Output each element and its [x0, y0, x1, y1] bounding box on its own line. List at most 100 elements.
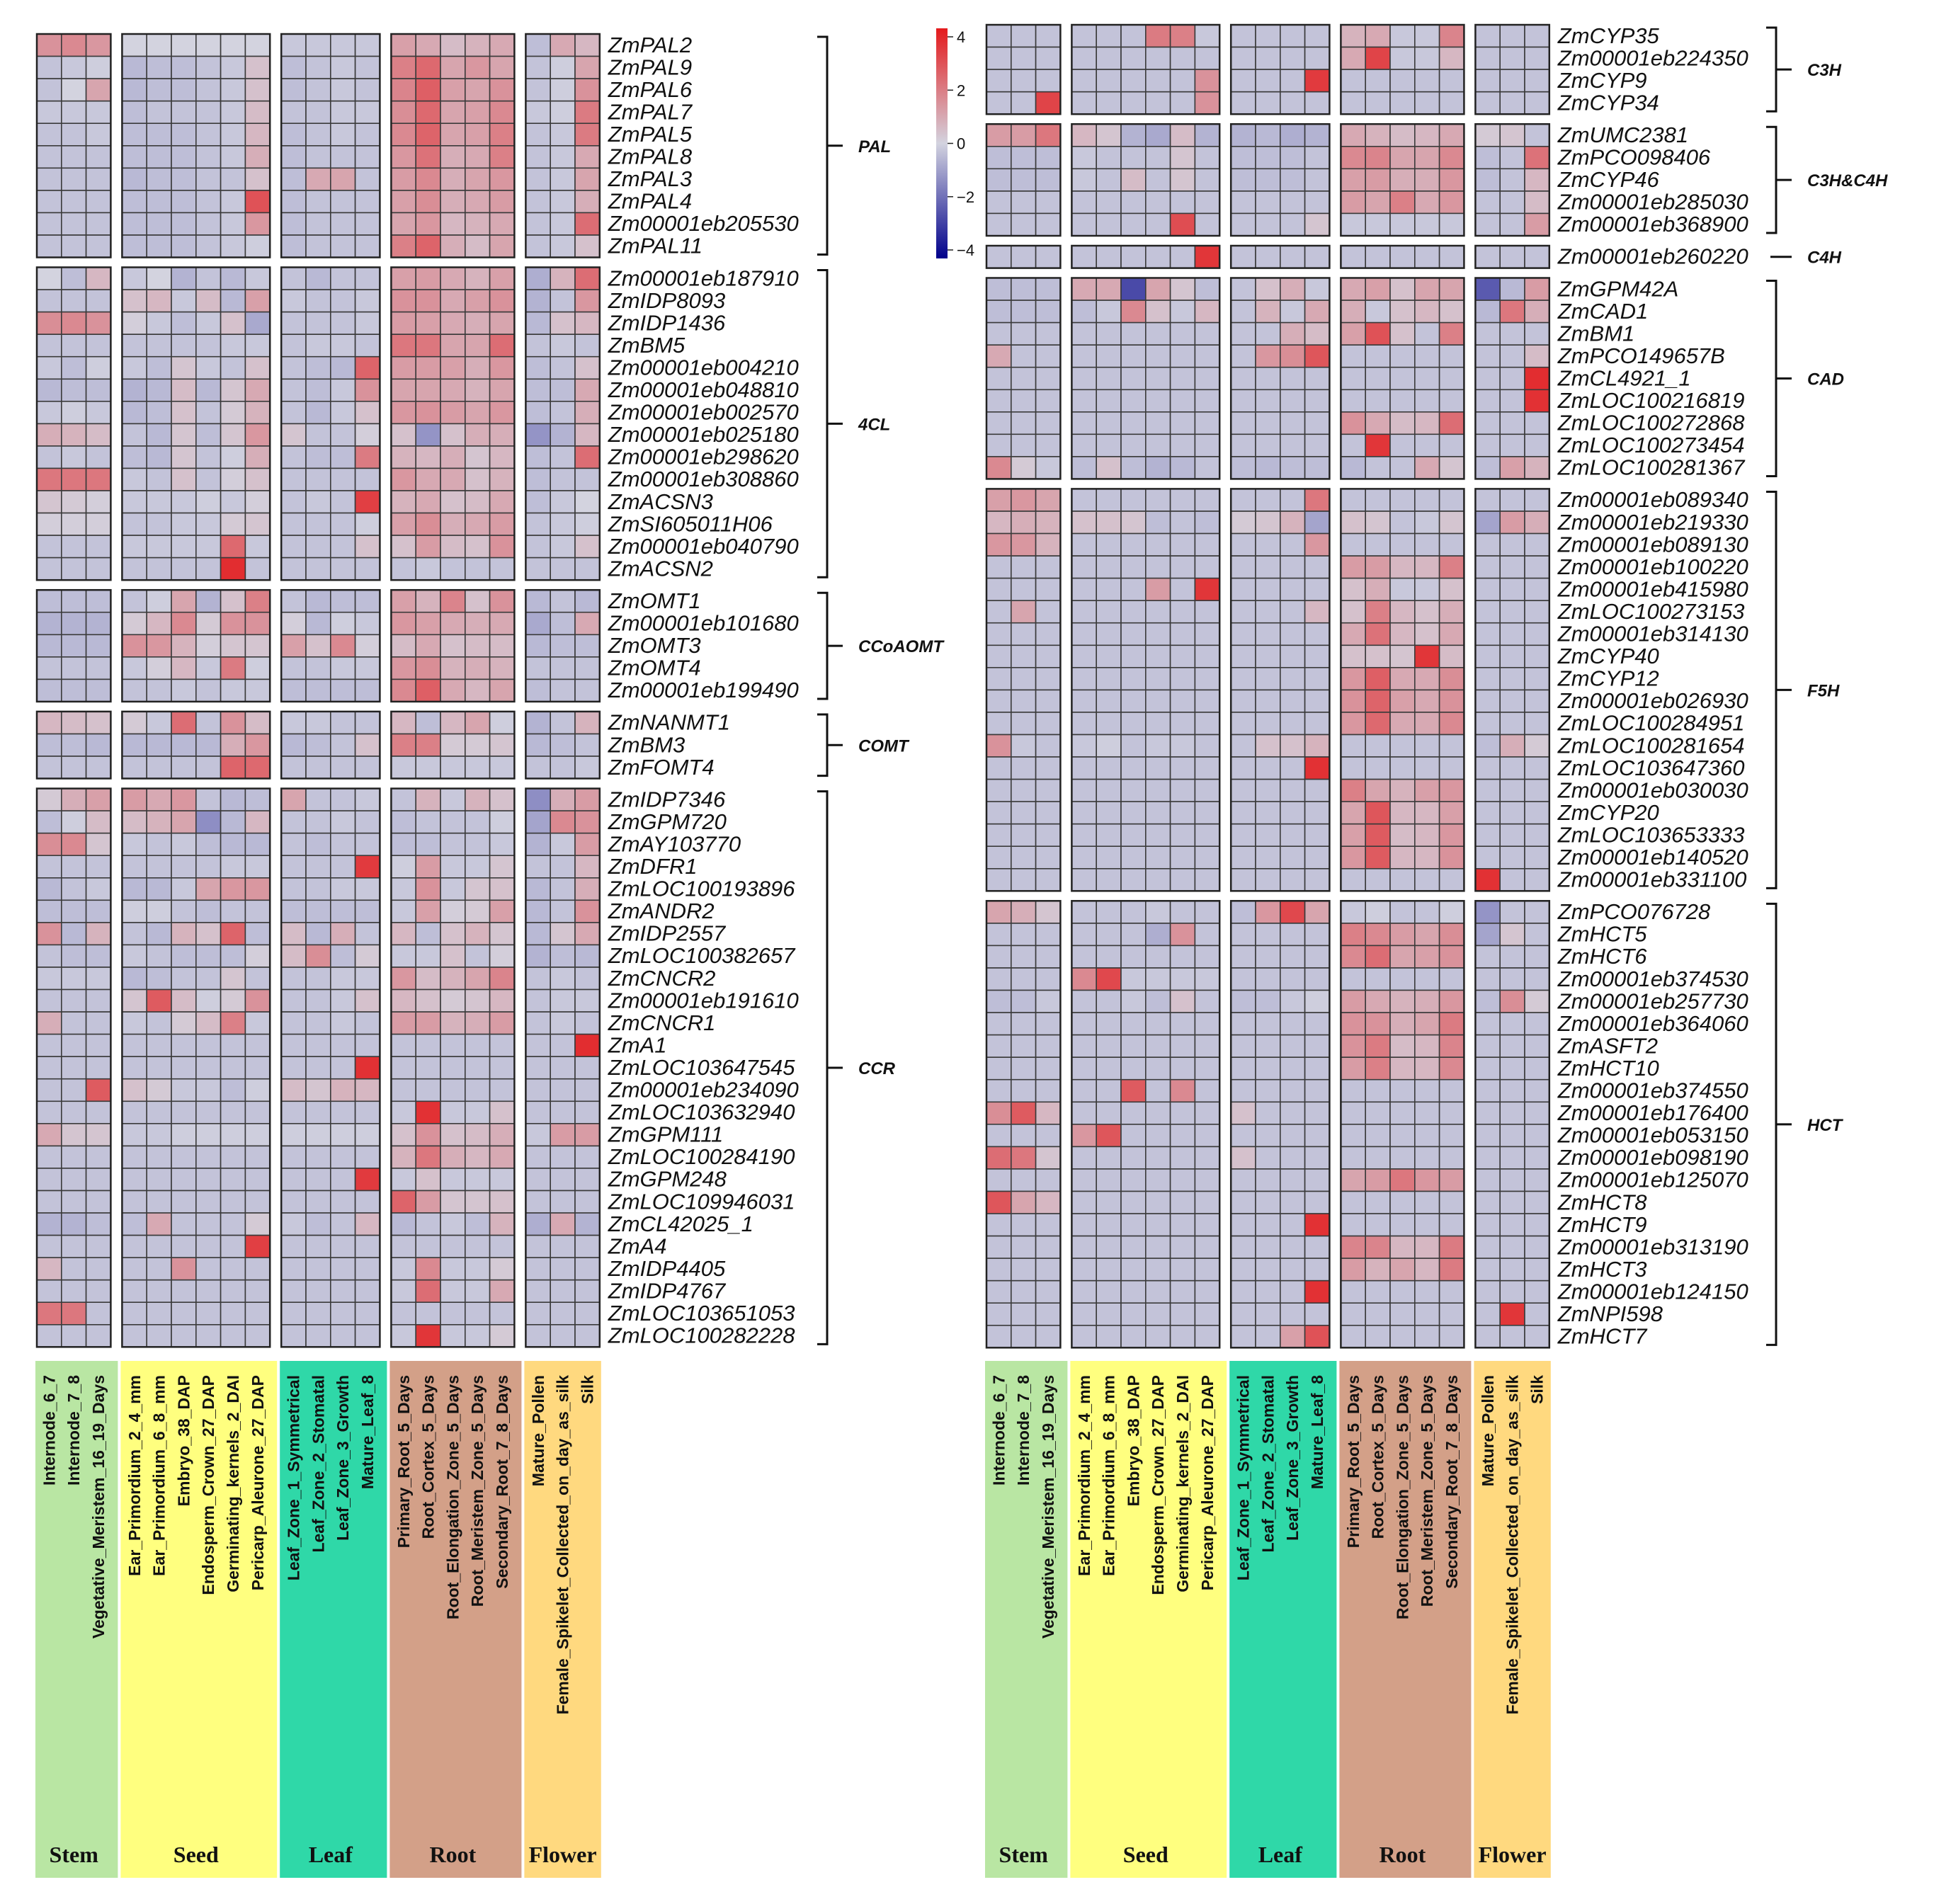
- heatmap-cell: [986, 146, 1012, 170]
- heatmap-cell: [171, 899, 197, 923]
- family-label: C3H: [1807, 61, 1842, 80]
- heatmap-cell: [1340, 532, 1367, 557]
- heatmap-cell: [220, 145, 246, 169]
- heatmap-cell: [36, 234, 62, 258]
- heatmap-cell: [415, 1011, 441, 1035]
- heatmap-cell: [85, 589, 112, 613]
- heatmap-cell: [244, 711, 271, 735]
- heatmap-cell: [354, 678, 381, 702]
- heatmap-cell: [61, 445, 87, 469]
- heatmap-cell: [390, 733, 417, 757]
- heatmap-cell: [1011, 1235, 1037, 1259]
- heatmap-cell: [61, 535, 87, 559]
- heatmap-cell: [244, 334, 271, 358]
- heatmap-cell: [464, 711, 491, 735]
- heatmap-cell: [464, 988, 491, 1013]
- gene-label: Zm00001eb260220: [1557, 244, 1748, 269]
- heatmap-cell: [464, 855, 491, 879]
- heatmap-cell: [574, 1212, 601, 1236]
- heatmap-cell: [1524, 689, 1550, 713]
- heatmap-cell: [1389, 46, 1416, 70]
- heatmap-cell: [525, 1033, 552, 1057]
- heatmap-cell: [1035, 190, 1062, 215]
- heatmap-cell: [1414, 344, 1440, 368]
- gene-label: ZmPAL3: [608, 166, 692, 191]
- heatmap-cell: [415, 922, 441, 946]
- family-bracket: [1766, 26, 1792, 113]
- heatmap-cell: [1474, 190, 1501, 215]
- heatmap-cell: [1071, 321, 1098, 346]
- heatmap-cell: [986, 923, 1012, 947]
- heatmap-cell: [1499, 344, 1525, 368]
- heatmap-cell: [1365, 1078, 1391, 1103]
- heatmap-cell: [440, 988, 466, 1013]
- heatmap-cell: [1255, 689, 1281, 713]
- heatmap-cell: [1280, 756, 1306, 780]
- heatmap-cell: [1071, 488, 1098, 512]
- heatmap-cell: [1304, 488, 1331, 512]
- heatmap-cell: [1120, 69, 1147, 93]
- heatmap-cell: [121, 266, 147, 290]
- heatmap-cell: [121, 490, 147, 514]
- heatmap-cell: [354, 490, 381, 514]
- heatmap-cell: [489, 1301, 516, 1326]
- heatmap-cell: [1414, 900, 1440, 924]
- heatmap-cell: [36, 656, 62, 680]
- gene-label: Zm00001eb101680: [608, 611, 799, 636]
- heatmap-cell: [220, 33, 246, 57]
- heatmap-cell: [1524, 1258, 1550, 1282]
- gene-label: ZmGPM720: [608, 809, 727, 834]
- heatmap-cell: [121, 855, 147, 879]
- heatmap-cell: [1474, 1302, 1501, 1326]
- heatmap-cell: [1169, 622, 1196, 646]
- heatmap-cell: [415, 711, 441, 735]
- heatmap-cell: [1340, 123, 1367, 147]
- heatmap-cell: [85, 988, 112, 1013]
- heatmap-cell: [146, 535, 172, 559]
- heatmap-cell: [1145, 146, 1171, 170]
- gene-label: Zm00001eb089130: [1557, 532, 1748, 557]
- heatmap-cell: [525, 190, 552, 214]
- heatmap-cell: [1474, 823, 1501, 848]
- heatmap-cell: [244, 678, 271, 702]
- heatmap-cell: [1230, 756, 1256, 780]
- heatmap-cell: [1096, 1325, 1122, 1349]
- heatmap-cell: [1438, 389, 1465, 413]
- heatmap-cell: [354, 733, 381, 757]
- heatmap-cell: [1304, 555, 1331, 579]
- heatmap-cell: [440, 490, 466, 514]
- heatmap-cell: [1280, 1279, 1306, 1304]
- heatmap-cell: [195, 832, 222, 857]
- heatmap-cell: [1035, 1034, 1062, 1058]
- heatmap-cell: [1524, 1056, 1550, 1081]
- heatmap-cell: [1035, 1213, 1062, 1237]
- heatmap-cell: [36, 1100, 62, 1124]
- gene-label: Zm00001eb257730: [1557, 988, 1748, 1013]
- organ-block-outline: [525, 787, 601, 1348]
- gene-label: Zm00001eb374530: [1557, 967, 1748, 991]
- heatmap-cell: [415, 78, 441, 102]
- organ-block-outline: [985, 23, 1062, 115]
- heatmap-cell: [1304, 622, 1331, 646]
- heatmap-cell: [1255, 456, 1281, 480]
- heatmap-cell: [489, 810, 516, 834]
- heatmap-cell: [1120, 689, 1147, 713]
- heatmap-cell: [1011, 900, 1037, 924]
- heatmap-cell: [550, 55, 576, 79]
- heatmap-cell: [1011, 666, 1037, 691]
- heatmap-cell: [390, 55, 417, 79]
- heatmap-cell: [1499, 1101, 1525, 1125]
- heatmap-cell: [525, 1123, 552, 1147]
- heatmap-cell: [440, 512, 466, 536]
- heatmap-cell: [195, 733, 222, 757]
- heatmap-cell: [489, 1011, 516, 1035]
- heatmap-cell: [1230, 212, 1256, 236]
- heatmap-cell: [171, 634, 197, 658]
- tissue-label: Endosperm_Crown_27_DAP: [199, 1375, 217, 1595]
- heatmap-cell: [354, 589, 381, 613]
- heatmap-cell: [1035, 734, 1062, 758]
- heatmap-cell: [550, 289, 576, 313]
- heatmap-cell: [36, 145, 62, 169]
- heatmap-cell: [1499, 168, 1525, 192]
- heatmap-cell: [1011, 1034, 1037, 1058]
